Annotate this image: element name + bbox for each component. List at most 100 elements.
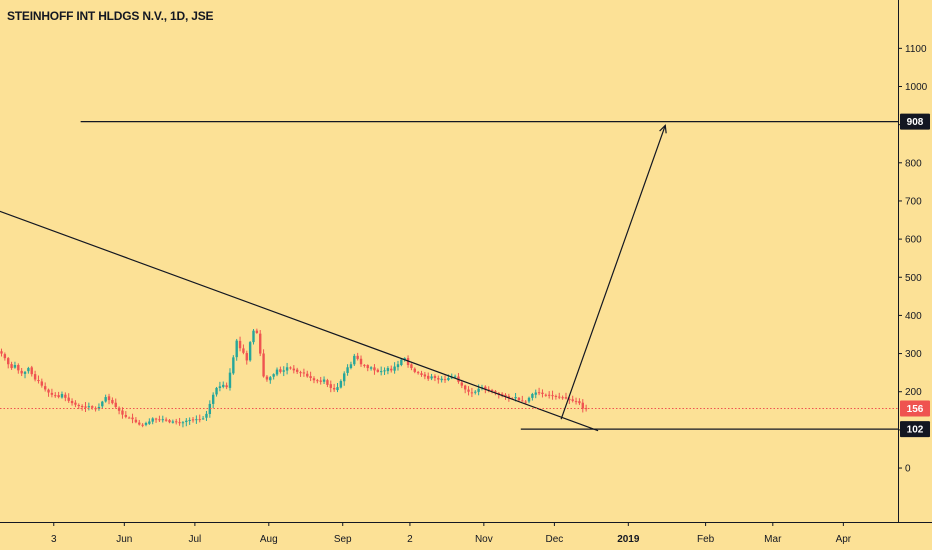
candle-body: [383, 370, 386, 372]
candle-body: [30, 367, 33, 375]
candle-body: [551, 395, 554, 397]
candle-body: [427, 375, 430, 379]
candle-body: [151, 418, 154, 422]
candle-body: [322, 379, 326, 382]
candle-body: [67, 397, 70, 401]
candle-body: [339, 381, 343, 388]
candle-body: [20, 370, 23, 374]
candle-body: [0, 351, 3, 354]
candle-body: [64, 394, 67, 398]
candle-body: [581, 402, 584, 409]
candle-body: [91, 406, 94, 408]
candle-body: [104, 397, 107, 402]
candle-body: [574, 401, 578, 403]
candle-body: [440, 378, 443, 381]
candle-body: [17, 365, 20, 371]
candle-body: [474, 391, 477, 393]
candle-body: [27, 368, 30, 372]
price-label-box: [900, 421, 930, 438]
candle-body: [507, 396, 511, 398]
y-tick-label: 600: [905, 235, 922, 246]
x-tick-label: Aug: [260, 534, 278, 545]
x-tick-label: Apr: [836, 534, 852, 545]
candle-body: [124, 415, 128, 417]
candle-body: [336, 387, 339, 391]
price-label-box: [900, 400, 930, 417]
candle-body: [497, 392, 500, 395]
candle-body: [413, 368, 416, 372]
candle-body: [218, 386, 222, 388]
projection-arrow-line: [560, 125, 666, 420]
candle-body: [356, 355, 359, 359]
candle-body: [259, 333, 262, 354]
candle-body: [3, 354, 7, 359]
candle-body: [564, 397, 568, 399]
candle-body: [144, 423, 148, 425]
y-tick-label: 500: [905, 273, 922, 284]
y-tick-label: 1000: [905, 82, 928, 93]
candle-body: [242, 348, 245, 353]
candle-body: [222, 384, 225, 387]
candle-body: [238, 340, 242, 349]
x-tick-label: Nov: [475, 534, 493, 545]
candle-body: [420, 373, 423, 375]
candle-body: [373, 367, 376, 371]
candle-body: [537, 392, 541, 394]
candle-body: [10, 364, 13, 369]
candle-body: [201, 418, 205, 420]
candle-body: [561, 397, 564, 399]
candle-body: [279, 369, 282, 372]
candle-body: [80, 406, 84, 408]
x-tick-label: Jul: [188, 534, 201, 545]
chart-title: STEINHOFF INT HLDGS N.V., 1D, JSE: [7, 9, 214, 23]
price-label-text: 102: [907, 425, 924, 436]
candle-body: [332, 387, 336, 390]
trend-line: [0, 210, 599, 432]
x-tick-label: 3: [51, 534, 57, 545]
projection-arrow-head: [659, 124, 667, 134]
candle-body: [148, 421, 151, 424]
candle-body: [171, 421, 175, 423]
candle-body: [349, 364, 353, 368]
candle-body: [437, 378, 440, 380]
candle-body: [524, 401, 527, 403]
candle-body: [490, 389, 494, 391]
candle-body: [161, 419, 164, 421]
candle-body: [211, 394, 215, 404]
candle-body: [312, 378, 316, 381]
candle-body: [292, 368, 296, 371]
candle-body: [168, 420, 171, 423]
candle-body: [547, 394, 551, 396]
candle-body: [60, 394, 64, 398]
candle-body: [390, 368, 393, 371]
candle-body: [578, 401, 581, 404]
candle-body: [343, 373, 346, 382]
candle-body: [255, 330, 259, 333]
candle-body: [467, 389, 470, 392]
candle-body: [275, 369, 279, 375]
candle-body: [494, 391, 497, 393]
candle-body: [13, 365, 17, 368]
x-tick-label: Sep: [334, 534, 352, 545]
candle-body: [568, 398, 571, 401]
candle-body: [295, 369, 299, 372]
candle-body: [191, 419, 195, 421]
candle-body: [376, 369, 380, 372]
candle-body: [154, 418, 158, 420]
candle-body: [504, 394, 507, 397]
candle-body: [289, 367, 292, 369]
x-tick-label: Mar: [764, 534, 782, 545]
y-tick-label: 700: [905, 196, 922, 207]
candle-body: [487, 389, 490, 391]
candle-body: [101, 401, 104, 407]
candle-body: [544, 394, 548, 396]
candle-body: [541, 392, 544, 395]
candle-body: [326, 380, 329, 385]
candle-body: [87, 406, 91, 408]
candle-body: [470, 392, 474, 394]
candle-body: [400, 359, 403, 365]
candle-body: [460, 382, 464, 386]
price-label-text: 908: [907, 117, 924, 128]
candle-body: [584, 408, 588, 410]
